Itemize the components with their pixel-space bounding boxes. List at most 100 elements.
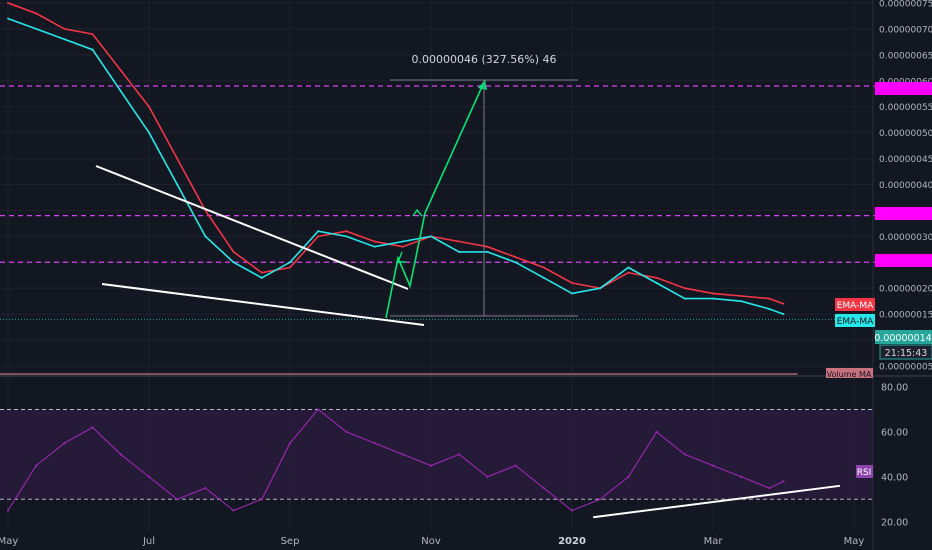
level-badge-top xyxy=(875,82,932,95)
rsi-point xyxy=(486,475,489,478)
rsi-point xyxy=(260,498,263,501)
rsi-point xyxy=(458,453,461,456)
ema-red-point xyxy=(35,12,38,15)
rsi-tick-label: 40.00 xyxy=(881,472,908,483)
ema-cyan-point xyxy=(119,90,122,93)
price-scale[interactable]: 0.000000750.000000700.000000650.00000060… xyxy=(826,0,932,550)
ema-cyan-point xyxy=(768,307,771,310)
ema-red-point xyxy=(176,157,179,160)
price-tick-label: 0.00000055 xyxy=(879,103,932,113)
level-badge-mid xyxy=(875,207,932,220)
ema-cyan-point xyxy=(289,261,291,264)
last-price-badge xyxy=(875,330,932,344)
rsi-band-fill xyxy=(0,409,873,500)
ema-red-point xyxy=(571,282,573,285)
rsi-pane[interactable] xyxy=(0,408,873,519)
rsi-badge-label: RSI xyxy=(857,468,872,478)
ema-cyan-point xyxy=(204,235,207,238)
ema-red-point xyxy=(119,69,122,72)
ema-cyan-badge xyxy=(835,314,875,327)
rsi-tick-labels: 80.00 60.00 40.00 20.00 xyxy=(881,382,908,528)
ema-red-point xyxy=(7,2,9,4)
ema-red-point xyxy=(63,27,66,30)
wedge-upper-trendline[interactable] xyxy=(95,165,409,290)
time-tick-label: Sep xyxy=(281,536,300,547)
rsi-point xyxy=(782,480,785,483)
ema-cyan-point xyxy=(260,276,263,279)
ema-cyan-point xyxy=(599,287,602,290)
volume-badge xyxy=(826,368,873,378)
rsi-point xyxy=(288,442,292,445)
ema-red-point xyxy=(458,240,461,243)
rsi-points xyxy=(6,408,785,512)
ema-red-point xyxy=(148,105,150,108)
ema-cyan-point xyxy=(782,313,785,316)
projection-arrow-mid xyxy=(396,251,406,263)
ema-cyan-point xyxy=(627,266,630,269)
ema-red-point xyxy=(514,256,517,259)
ema-red-point xyxy=(401,245,404,248)
rsi-point xyxy=(232,509,235,512)
rsi-point xyxy=(91,426,94,429)
rsi-point xyxy=(542,486,545,490)
time-tick-label: Nov xyxy=(421,536,441,547)
rsi-point xyxy=(373,442,376,445)
time-tick-label: 2020 xyxy=(558,536,586,547)
price-tick-labels: 0.000000750.000000700.000000650.00000060… xyxy=(879,0,932,373)
ema-red-badge-label: EMA-MA xyxy=(837,301,874,311)
ema-cyan-point xyxy=(373,245,376,248)
rsi-badge xyxy=(856,465,873,478)
time-tick-label: May xyxy=(844,536,865,547)
price-tick-label: 0.00000050 xyxy=(879,129,932,139)
ema-red-point xyxy=(373,240,376,243)
ema-red-point xyxy=(542,266,545,269)
horizontal-levels xyxy=(0,85,875,263)
ema-red-point xyxy=(768,297,771,300)
ema-cyan-point xyxy=(63,38,66,41)
ema-red-point xyxy=(627,271,630,274)
level-badge-low xyxy=(875,254,932,267)
countdown-badge xyxy=(879,344,932,360)
price-tick-label: 0.00000070 xyxy=(879,25,932,35)
ema-cyan-point xyxy=(712,297,714,300)
ema-red-point xyxy=(289,266,291,269)
rsi-point xyxy=(317,408,320,411)
rsi-point xyxy=(35,464,38,467)
ema-cyan-point xyxy=(401,240,404,243)
price-points xyxy=(7,2,785,316)
ema-red-point xyxy=(740,294,743,297)
wedge-lower-trendline[interactable] xyxy=(101,283,425,326)
ema-cyan-point xyxy=(345,235,348,238)
time-axis[interactable]: MayJulSepNov2020MarMayJulSepNov2021MarMa… xyxy=(0,536,932,547)
ema-cyan-point xyxy=(458,250,461,253)
ema-cyan-point xyxy=(35,27,38,30)
ema-red-point xyxy=(260,271,263,274)
rsi-point xyxy=(401,453,404,456)
time-tick-label: Jul xyxy=(142,536,155,547)
rsi-divergence-line[interactable] xyxy=(593,484,841,519)
rsi-point xyxy=(176,498,179,501)
rsi-point xyxy=(599,498,602,501)
ema-red-point xyxy=(345,230,348,233)
rsi-point xyxy=(63,442,66,445)
price-tick-label: 0.00000045 xyxy=(879,155,932,165)
ema-red-point xyxy=(712,292,714,295)
ema-cyan-point xyxy=(148,131,150,134)
time-tick-label: Mar xyxy=(704,536,724,547)
rsi-tick-label: 60.00 xyxy=(881,427,908,438)
ema-red-point xyxy=(683,287,686,290)
ema-red-point xyxy=(782,302,785,305)
ema-cyan-point xyxy=(514,261,517,264)
rsi-point xyxy=(740,475,743,478)
rsi-point xyxy=(429,464,433,467)
ema-red-point xyxy=(655,276,658,279)
rsi-tick-label: 80.00 xyxy=(881,382,908,393)
ema-cyan-point xyxy=(655,282,658,285)
ema-red-point xyxy=(91,33,94,36)
ema-cyan-point xyxy=(430,235,432,238)
projection-label: 0.00000046 (327.56%) 46 xyxy=(412,53,557,66)
price-tick-label: 0.00000075 xyxy=(879,0,932,10)
projection-path[interactable] xyxy=(385,79,486,319)
ema-cyan-point xyxy=(571,292,573,295)
